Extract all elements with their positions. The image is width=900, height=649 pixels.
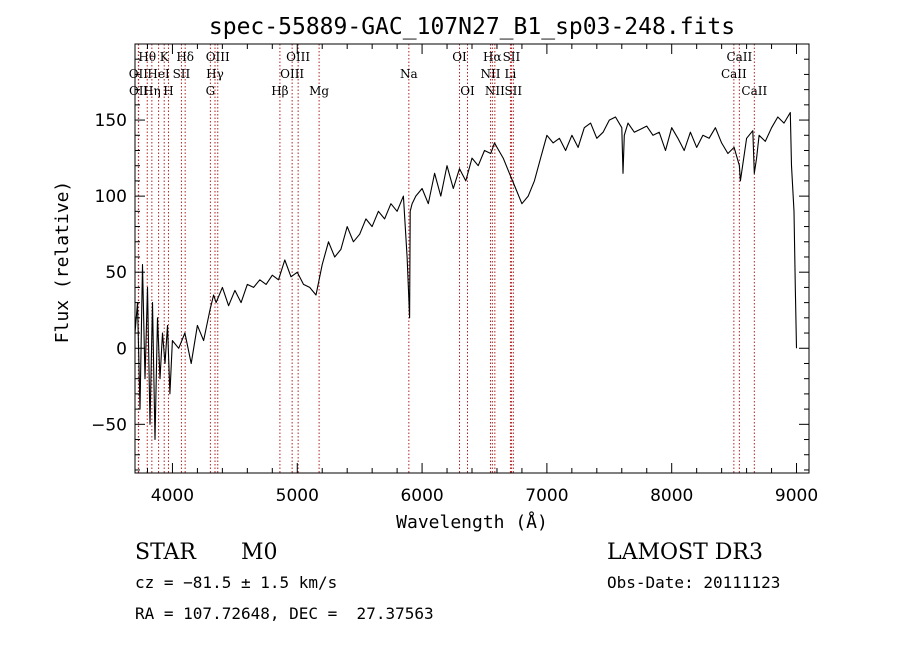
- redshift-text: cz = −81.5 ± 1.5 km/s: [135, 573, 338, 592]
- line-label: CaII: [741, 84, 767, 98]
- line-label: NII: [480, 67, 500, 81]
- line-labels: OIIOIIHθHηHeIKHSIIHδGHγOIIIHβOIIIOIIIMgN…: [129, 50, 768, 98]
- y-tick-label: 0: [116, 339, 127, 359]
- x-tick-label: 4000: [151, 486, 194, 506]
- object-class: STAR: [135, 540, 196, 565]
- x-axis-label: Wavelength (Å): [396, 511, 548, 533]
- line-label: Li: [505, 67, 517, 81]
- line-label: OIII: [286, 50, 310, 64]
- line-label: OII: [129, 84, 149, 98]
- line-label: K: [160, 50, 170, 64]
- line-label: HeI: [147, 67, 170, 81]
- line-label: CaII: [726, 50, 752, 64]
- line-label: Mg: [309, 84, 329, 98]
- spectrum-chart: 4000 5000 6000 7000 8000 9000 −50 0 50 100 150 OII…: [52, 14, 818, 533]
- y-tick-label: 50: [105, 263, 127, 283]
- axis-ticks: 4000 5000 6000 7000 8000 9000 −50 0 50 100 150: [91, 44, 818, 506]
- emission-line-markers: [137, 44, 755, 473]
- line-label: Hθ: [138, 50, 156, 64]
- line-label: H: [163, 84, 173, 98]
- line-label: Hγ: [206, 67, 224, 81]
- line-label: OIII: [280, 67, 304, 81]
- line-label: OIII: [206, 50, 230, 64]
- survey-name: LAMOST DR3: [607, 540, 763, 565]
- y-tick-label: 150: [95, 111, 127, 131]
- plot-frame: [134, 43, 810, 474]
- x-tick-label: 6000: [400, 486, 443, 506]
- y-tick-label: −50: [91, 415, 127, 435]
- line-label: Na: [400, 67, 418, 81]
- series-flux: [134, 111, 798, 441]
- x-tick-label: 8000: [650, 486, 693, 506]
- line-label: OI: [452, 50, 467, 64]
- chart-title: spec-55889-GAC_107N27_B1_sp03-248.fits: [209, 14, 735, 40]
- line-label: CaII: [721, 67, 747, 81]
- x-tick-label: 9000: [775, 486, 818, 506]
- line-label: SII: [173, 67, 191, 81]
- coordinates-text: RA = 107.72648, DEC = 27.37563: [135, 604, 434, 623]
- line-label: Hη: [143, 84, 161, 98]
- line-label: G: [206, 84, 216, 98]
- line-label: Hδ: [176, 50, 194, 64]
- line-label: Hβ: [271, 84, 288, 98]
- object-subclass: M0: [241, 540, 278, 565]
- line-label: SII: [504, 84, 522, 98]
- y-axis-label: Flux (relative): [52, 181, 73, 344]
- x-tick-label: 7000: [525, 486, 568, 506]
- line-label: SII: [503, 50, 521, 64]
- x-tick-label: 5000: [276, 486, 319, 506]
- y-tick-label: 100: [95, 187, 127, 207]
- spectrum-series: [134, 111, 798, 441]
- line-label: Hα: [483, 50, 502, 64]
- line-label: NII: [485, 84, 505, 98]
- line-label: OII: [129, 67, 149, 81]
- obs-date-text: Obs-Date: 20111123: [607, 573, 781, 592]
- line-label: OI: [460, 84, 475, 98]
